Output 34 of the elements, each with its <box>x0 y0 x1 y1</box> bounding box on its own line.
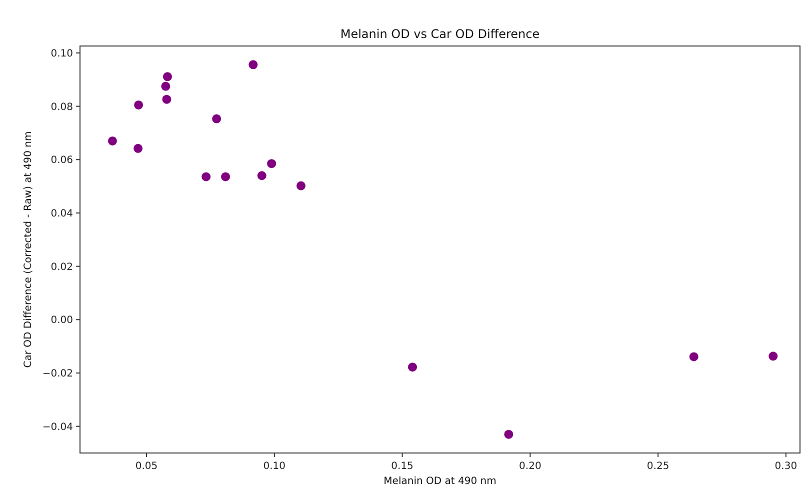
x-tick-label: 0.15 <box>391 461 414 472</box>
y-tick-label: 0.02 <box>50 262 73 273</box>
x-axis-title: Melanin OD at 490 nm <box>384 476 496 487</box>
point <box>162 72 172 82</box>
point <box>267 159 276 168</box>
y-tick-label: 0.04 <box>50 208 73 220</box>
point <box>134 144 143 153</box>
point <box>248 60 258 70</box>
y-axis-title: Car OD Difference (Corrected - Raw) at 490 nm <box>23 131 34 368</box>
y-tick-label: 0.06 <box>50 155 73 166</box>
y-tick-label: 0.00 <box>50 315 73 326</box>
point <box>768 352 778 361</box>
point <box>162 94 172 104</box>
y-tick-label: 0.10 <box>50 48 73 60</box>
x-tick-label: 0.25 <box>646 461 670 472</box>
point <box>504 430 514 439</box>
point <box>161 82 170 91</box>
point <box>408 362 418 372</box>
y-tick-label: −0.02 <box>42 368 73 380</box>
x-tick-label: 0.10 <box>263 461 286 472</box>
chart-title: Melanin OD vs Car OD Difference <box>340 27 540 41</box>
y-tick-label: 0.08 <box>50 102 73 113</box>
x-tick-label: 0.30 <box>774 461 798 472</box>
point <box>108 136 117 146</box>
point <box>689 352 698 362</box>
point <box>296 181 306 190</box>
point <box>202 172 211 182</box>
x-tick-label: 0.05 <box>135 461 158 472</box>
x-tick-label: 0.20 <box>519 461 542 472</box>
y-tick-label: −0.04 <box>42 422 73 433</box>
point <box>212 114 222 124</box>
point <box>134 100 144 110</box>
point <box>257 171 266 180</box>
point <box>221 172 230 182</box>
